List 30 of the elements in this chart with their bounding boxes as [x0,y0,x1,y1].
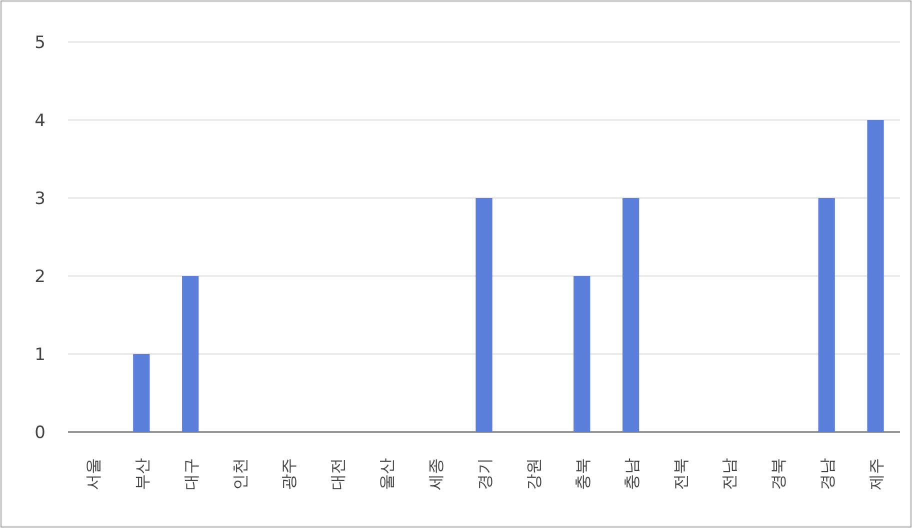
bar [476,198,492,432]
x-tick-label: 서울 [83,458,102,490]
x-tick-label: 부산 [132,458,152,490]
x-tick-label: 전남 [720,458,739,490]
x-tick-label: 세종 [426,458,446,490]
x-tick-label: 전북 [670,458,690,490]
x-tick-label: 경기 [475,458,494,490]
bar [182,276,199,432]
x-tick-label: 경북 [768,458,788,490]
y-tick-label: 0 [34,423,46,443]
x-tick-label: 충남 [622,458,641,490]
x-tick-label: 제주 [866,458,886,490]
x-tick-label: 대구 [181,458,200,490]
y-tick-label: 3 [34,189,46,209]
x-tick-label: 광주 [279,458,298,490]
bar [622,198,640,432]
bar [818,198,835,432]
y-tick-label: 1 [34,345,46,365]
y-tick-label: 4 [34,111,46,131]
x-tick-label: 대전 [328,458,348,490]
x-tick-label: 경남 [818,458,837,490]
bar [574,276,590,432]
x-tick-label: 강원 [524,458,543,490]
bar [867,120,884,432]
y-tick-label: 5 [34,33,46,53]
x-tick-label: 충북 [572,458,592,490]
y-tick-label: 2 [34,267,46,287]
x-tick-label: 인천 [230,458,250,490]
x-tick-label: 울산 [377,458,396,490]
bar [133,354,150,432]
